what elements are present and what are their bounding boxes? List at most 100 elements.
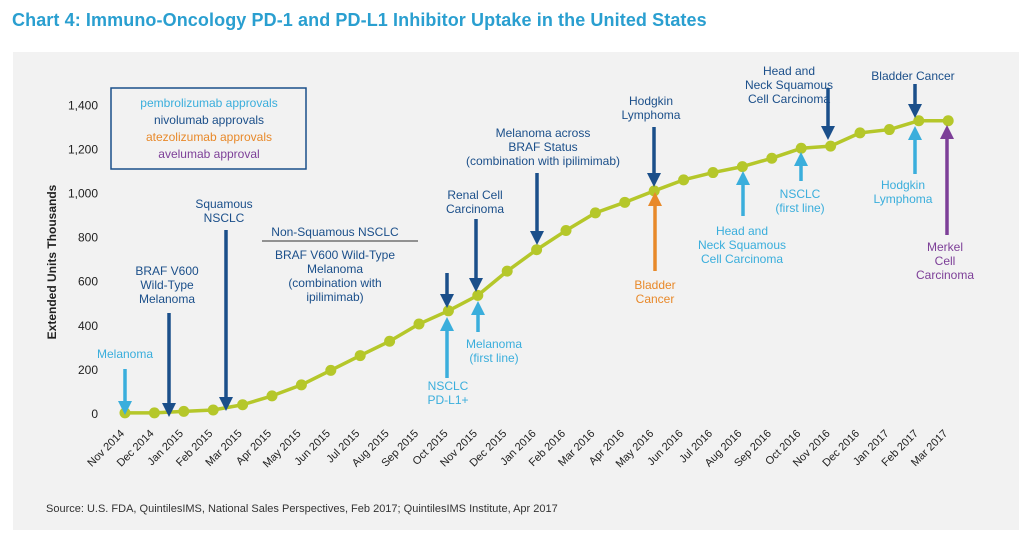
annotation: Bladder Cancer [871, 69, 955, 118]
annotation-line: Lymphoma [622, 108, 681, 122]
annotation: Head and Neck Squamous Cell Carcinoma [698, 171, 786, 266]
annotation: Merkel Cell Carcinoma [916, 125, 974, 282]
annotation-label: Bladder Cancer [634, 278, 675, 306]
legend-item: nivolumab approvals [154, 113, 264, 127]
data-point [854, 127, 866, 139]
annotation-line: Melanoma [307, 262, 363, 276]
annotation: Melanoma (first line) [466, 301, 522, 365]
annotation-label: Renal Cell Carcinoma [446, 188, 504, 216]
legend-item: avelumab approval [158, 147, 259, 161]
annotation-label: Melanoma (first line) [466, 337, 522, 365]
annotation: Non-Squamous NSCLC [262, 225, 454, 308]
data-point [442, 305, 454, 317]
annotation-label: NSCLC PD-L1+ [427, 379, 468, 407]
annotation-line: BRAF Status [508, 140, 577, 154]
annotation-label: Head and Neck Squamous Cell Carcinoma [698, 224, 786, 266]
annotation-label: NSCLC (first line) [775, 187, 824, 215]
annotation-label: Non-Squamous NSCLC [271, 225, 399, 239]
data-point [942, 115, 954, 127]
annotation: NSCLC (first line) [775, 152, 825, 215]
annotation-label: Melanoma across BRAF Status (combination w… [466, 126, 620, 168]
annotation-line: (first line) [469, 351, 518, 365]
annotation-line: NSCLC [204, 211, 245, 225]
annotation: Squamous NSCLC [195, 197, 253, 411]
chart-panel [13, 52, 1019, 530]
y-tick-label: 800 [78, 231, 98, 245]
annotation-line: Carcinoma [446, 202, 504, 216]
annotation-label: Hodgkin Lymphoma [622, 94, 681, 122]
y-tick-label: 200 [78, 363, 98, 377]
annotation-line: PD-L1+ [427, 393, 468, 407]
y-axis-label: Extended Units Thousands [45, 184, 59, 339]
annotation-line: Cell [935, 254, 956, 268]
annotation-label: Head and Neck Squamous Cell Carcinoma [745, 64, 833, 106]
legend-item: atezolizumab approvals [146, 130, 272, 144]
annotation-line: Wild-Type [140, 278, 194, 292]
annotation-label: Bladder Cancer [871, 69, 954, 83]
data-point [207, 404, 219, 416]
legend-item: pembrolizumab approvals [140, 96, 277, 110]
annotation-line: (first line) [775, 201, 824, 215]
data-point [766, 152, 778, 164]
data-point [648, 185, 660, 197]
annotation: NSCLC PD-L1+ [427, 317, 469, 407]
data-point [736, 161, 748, 173]
annotation-line: Cell Carcinoma [701, 252, 783, 266]
data-point [354, 350, 366, 362]
annotation-label: Merkel Cell Carcinoma [916, 240, 974, 282]
chart-title: Chart 4: Immuno-Oncology PD-1 and PD-L1 … [12, 10, 707, 30]
annotation-line: Cell Carcinoma [748, 92, 830, 106]
annotation-line: BRAF V600 Wild-Type [275, 248, 395, 262]
annotation-line: Hodgkin [881, 178, 925, 192]
annotation: Hodgkin Lymphoma [874, 126, 933, 206]
annotation: Bladder Cancer [634, 192, 676, 306]
annotation-label: Squamous NSCLC [195, 197, 252, 225]
annotation-label: BRAF V600 Wild-Type Melanoma (combination … [275, 248, 395, 304]
annotation-line: Neck Squamous [745, 78, 833, 92]
annotation: Hodgkin Lymphoma [622, 94, 681, 187]
data-point [266, 390, 278, 402]
annotation-line: NSCLC [428, 379, 469, 393]
annotation-line: Bladder [634, 278, 675, 292]
annotation-line: Melanoma [139, 292, 195, 306]
data-point [119, 407, 131, 419]
annotation-label: BRAF V600 Wild-Type Melanoma [135, 264, 199, 306]
annotation-line: Carcinoma [916, 268, 974, 282]
y-tick-label: 0 [91, 407, 98, 421]
annotation-line: Neck Squamous [698, 238, 786, 252]
annotation-line: Merkel [927, 240, 963, 254]
data-point [589, 207, 601, 219]
data-point [707, 167, 719, 179]
data-point [560, 225, 572, 237]
annotation-line: Hodgkin [629, 94, 673, 108]
annotation-line: ipilimimab) [306, 290, 363, 304]
legend-box [110, 87, 307, 170]
annotation-line: Head and [716, 224, 768, 238]
y-tick-label: 400 [78, 319, 98, 333]
data-point [325, 364, 337, 376]
data-point [178, 405, 190, 417]
annotation-line: Bladder Cancer [871, 69, 954, 83]
data-point [531, 244, 543, 256]
annotation: Renal Cell Carcinoma [446, 188, 504, 292]
y-tick-label: 1,000 [68, 187, 98, 201]
annotation-line: (combination with [288, 276, 381, 290]
annotation-line: Melanoma [97, 347, 153, 361]
annotation-line: Squamous [195, 197, 252, 211]
y-tick-label: 1,400 [68, 98, 98, 112]
annotation: Melanoma across BRAF Status (combination w… [466, 126, 620, 245]
data-point [237, 399, 249, 411]
data-point [295, 379, 307, 391]
annotation-line: Cancer [636, 292, 675, 306]
annotation: Head and Neck Squamous Cell Carcinoma [745, 64, 835, 140]
y-tick-label: 1,200 [68, 142, 98, 156]
annotation-line: Melanoma [466, 337, 522, 351]
annotation-label: Melanoma [97, 347, 153, 361]
data-point [825, 140, 837, 152]
data-point [678, 174, 690, 186]
data-point [795, 142, 807, 154]
y-tick-label: 600 [78, 275, 98, 289]
source-note: Source: U.S. FDA, QuintilesIMS, National… [46, 503, 558, 515]
annotation-line: Head and [763, 64, 815, 78]
